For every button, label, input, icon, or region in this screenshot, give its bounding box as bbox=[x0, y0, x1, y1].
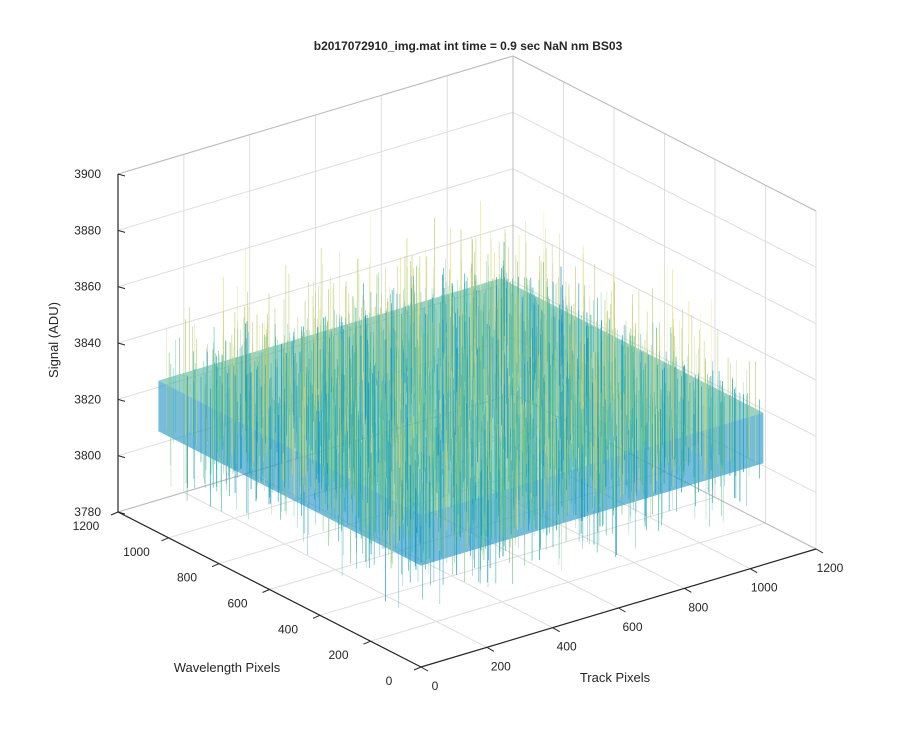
z-tick bbox=[117, 511, 126, 515]
x-tick bbox=[618, 607, 626, 613]
x-tick bbox=[552, 627, 560, 633]
x-tick-label: 1000 bbox=[751, 581, 778, 595]
z-axis-label: Signal (ADU) bbox=[46, 302, 61, 378]
z-tick bbox=[117, 342, 126, 346]
x-axis-label: Track Pixels bbox=[580, 670, 651, 685]
grid-line bbox=[319, 496, 716, 616]
z-tick bbox=[117, 398, 126, 402]
y-tick-label: 1000 bbox=[123, 545, 150, 559]
z-tick bbox=[117, 286, 126, 290]
z-tick-label: 3820 bbox=[74, 392, 101, 406]
grid-line bbox=[512, 111, 817, 268]
y-tick-label: 1200 bbox=[73, 519, 100, 533]
y-tick bbox=[413, 666, 422, 671]
y-axis-label: Wavelength Pixels bbox=[174, 660, 281, 675]
z-tick bbox=[117, 455, 126, 459]
y-tick-label: 200 bbox=[328, 648, 348, 662]
x-tick-label: 600 bbox=[622, 620, 642, 634]
y-tick-label: 0 bbox=[386, 674, 393, 688]
z-tick-label: 3900 bbox=[74, 167, 101, 181]
y-tick bbox=[161, 537, 169, 542]
x-tick-label: 800 bbox=[688, 600, 708, 614]
z-tick-label: 3880 bbox=[74, 223, 101, 237]
z-tick-label: 3780 bbox=[74, 505, 101, 519]
z-tick bbox=[117, 229, 126, 233]
z-tick bbox=[117, 173, 126, 177]
x-tick bbox=[486, 646, 495, 652]
grid-line bbox=[370, 522, 766, 642]
x-tick-label: 1200 bbox=[817, 561, 844, 575]
x-tick bbox=[749, 568, 758, 574]
chart-title: b2017072910_img.mat int time = 0.9 sec N… bbox=[314, 39, 623, 53]
x-tick bbox=[684, 587, 692, 593]
z-tick-label: 3860 bbox=[74, 280, 101, 294]
box-edge bbox=[512, 55, 817, 212]
x-tick-label: 400 bbox=[557, 640, 577, 654]
z-tick-label: 3800 bbox=[74, 449, 101, 463]
y-tick bbox=[110, 511, 119, 516]
axis-ticks: 0 200 400 600 800 1000 1200 0 200 400 600 800 1000 12… bbox=[73, 167, 844, 693]
y-tick bbox=[262, 589, 270, 593]
y-tick bbox=[363, 640, 371, 645]
x-tick bbox=[815, 548, 824, 554]
surface-noise bbox=[166, 201, 760, 608]
y-tick bbox=[211, 563, 220, 568]
x-tick-label: 200 bbox=[491, 659, 511, 673]
y-tick-label: 800 bbox=[177, 571, 197, 585]
surface-side-right bbox=[421, 412, 764, 566]
grid-line bbox=[512, 168, 817, 325]
z-tick-label: 3840 bbox=[74, 336, 101, 350]
box-edge bbox=[117, 55, 514, 175]
y-tick-label: 400 bbox=[278, 622, 298, 636]
grid-line bbox=[117, 168, 514, 288]
x-tick-label: 0 bbox=[432, 679, 439, 693]
y-tick-label: 600 bbox=[227, 597, 247, 611]
surface-plot bbox=[158, 201, 764, 608]
y-tick bbox=[312, 614, 321, 619]
grid-line bbox=[512, 224, 817, 381]
x-tick bbox=[420, 666, 429, 672]
grid-line bbox=[117, 111, 514, 231]
grid-line bbox=[117, 224, 514, 344]
